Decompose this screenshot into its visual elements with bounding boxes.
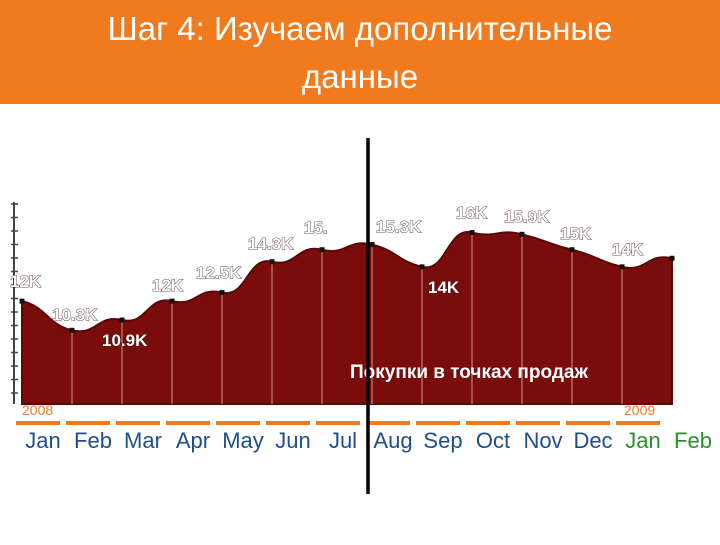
data-point — [369, 242, 375, 248]
month-label: Sep — [423, 428, 462, 453]
chart-area: 12K 10.3K 10.9K 12K 12.5K 14.3K 15. 15.3K 14K 16K… — [0, 104, 720, 540]
data-point — [269, 259, 275, 265]
data-point — [669, 255, 675, 261]
data-point — [619, 264, 625, 270]
month-label: Jul — [329, 428, 357, 453]
data-label: 14.3K — [248, 235, 294, 254]
month-label: Nov — [523, 428, 562, 453]
data-point — [69, 327, 75, 333]
year-label: 2009 — [624, 402, 655, 418]
data-point — [469, 230, 475, 236]
data-point — [169, 298, 175, 304]
data-label: 15.3K — [376, 218, 422, 237]
data-point — [119, 317, 125, 323]
month-label: Apr — [176, 428, 210, 453]
data-label: 12.5K — [196, 264, 242, 283]
data-point — [219, 290, 225, 296]
data-point — [419, 264, 425, 270]
month-label: Mar — [124, 428, 162, 453]
slide-header: Шаг 4: Изучаем дополнительные данные — [0, 0, 720, 104]
data-label: 10.3K — [52, 305, 98, 324]
data-point — [19, 298, 25, 304]
annotation-label: Покупки в точках продаж — [350, 362, 588, 383]
month-label: May — [222, 428, 264, 453]
data-label: 15K — [560, 225, 592, 244]
month-label: Dec — [573, 428, 612, 453]
data-label: 16K — [456, 204, 488, 223]
month-label: Jun — [275, 428, 310, 453]
data-label: 15. — [304, 219, 328, 238]
data-label: 14K — [612, 240, 644, 259]
month-label: Feb — [674, 428, 712, 453]
data-label: 12K — [10, 272, 42, 291]
data-label: 10.9K — [102, 331, 148, 350]
month-label: Jan — [25, 428, 60, 453]
data-point — [569, 247, 575, 253]
month-label: Oct — [476, 428, 510, 453]
month-label: Aug — [373, 428, 412, 453]
data-label: 14K — [428, 278, 460, 297]
data-label: 15.9K — [504, 207, 550, 226]
data-point — [519, 231, 525, 237]
year-label: 2008 — [22, 402, 53, 418]
data-point — [319, 247, 325, 253]
slide-title-line-2: данные — [301, 58, 419, 95]
data-label: 12K — [152, 276, 184, 295]
month-label: Jan — [625, 428, 660, 453]
month-label: Feb — [74, 428, 112, 453]
slide-title-line-1: Шаг 4: Изучаем дополнительные — [107, 10, 613, 47]
